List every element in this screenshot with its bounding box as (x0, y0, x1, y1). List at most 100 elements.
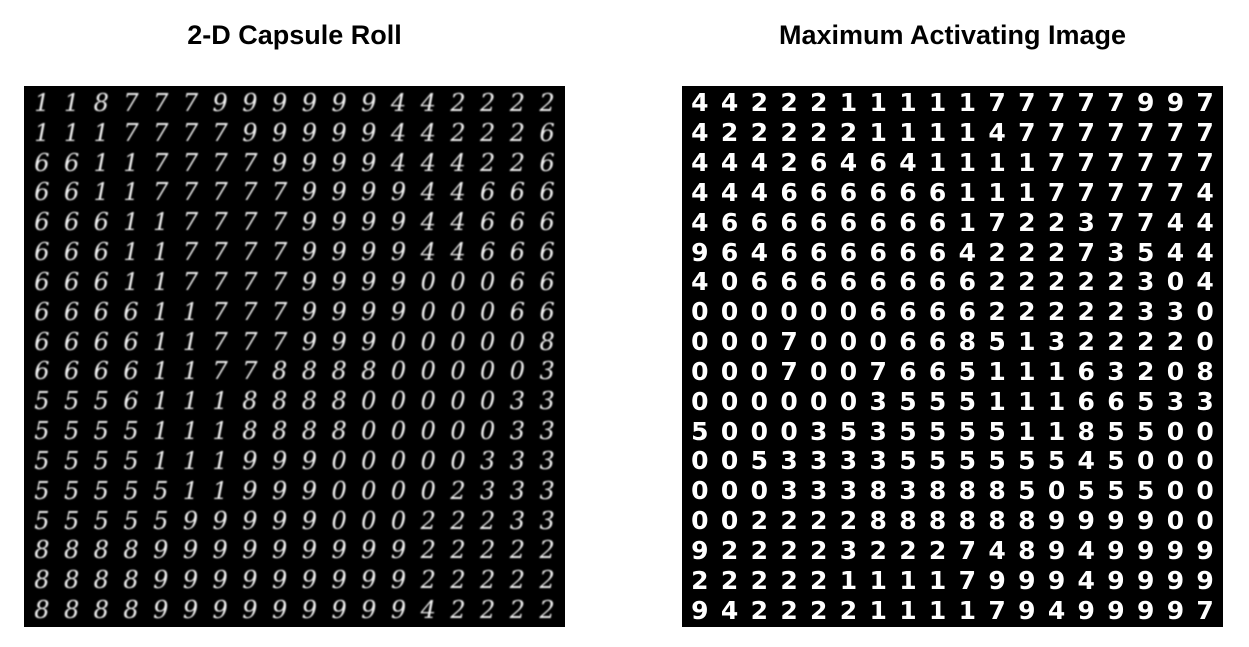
digit-cell: 5 (691, 416, 709, 446)
digit-cell: 8 (1196, 356, 1214, 386)
digit-cell: 2 (450, 118, 466, 147)
digit-cell: 1 (988, 386, 1006, 416)
digit-cell: 4 (1077, 565, 1095, 595)
digit-cell: 9 (390, 596, 407, 625)
digit-cell: 2 (839, 118, 858, 148)
digit-cell: 2 (450, 88, 466, 117)
digit-cell: 4 (1196, 267, 1214, 297)
digit-cell: 2 (1047, 297, 1066, 327)
digit-cell: 4 (1166, 207, 1185, 237)
digit-cell: 6 (93, 297, 109, 326)
digit-cell: 9 (1136, 595, 1155, 625)
digit-cell: 2 (450, 476, 466, 505)
digit-cell: 0 (450, 387, 466, 416)
digit-cell: 7 (958, 565, 977, 595)
digit-cell: 3 (1107, 356, 1125, 386)
digit-cell: 9 (301, 596, 317, 625)
digit-cell: 0 (509, 357, 526, 386)
digit-cell: 0 (780, 386, 798, 416)
digit-cell: 6 (899, 356, 917, 386)
digit-cell: 1 (212, 476, 228, 505)
digit-cell: 9 (182, 506, 199, 535)
digit-cell: 0 (720, 267, 739, 297)
digit-cell: 0 (839, 386, 858, 416)
digit-cell: 2 (899, 535, 917, 565)
digit-cell: 1 (93, 178, 109, 207)
digit-cell: 6 (899, 177, 917, 207)
digit-cell: 1 (928, 118, 947, 148)
digit-cell: 9 (301, 178, 317, 207)
digit-cell: 9 (1136, 506, 1155, 536)
digit-cell: 1 (123, 238, 139, 267)
digit-cell: 4 (420, 596, 436, 625)
digit-cell: 9 (271, 536, 288, 565)
digit-cell: 0 (1166, 416, 1185, 446)
digit-cell: 8 (34, 566, 50, 595)
digit-cell: 8 (988, 506, 1006, 536)
digit-cell: 8 (301, 357, 317, 386)
digit-cell: 2 (420, 566, 436, 595)
digit-cell: 9 (212, 596, 228, 625)
digit-cell: 4 (420, 238, 436, 267)
digit-cell: 9 (361, 297, 377, 326)
digit-cell: 6 (63, 148, 80, 177)
digit-cell: 7 (1196, 148, 1214, 178)
digit-cell: 9 (271, 596, 288, 625)
digit-cell: 5 (928, 446, 947, 476)
digit-cell: 2 (810, 535, 828, 565)
digit-cell: 6 (509, 178, 526, 207)
digit-cell: 9 (1077, 595, 1095, 625)
digit-cell: 6 (780, 237, 798, 267)
digit-cell: 9 (1018, 595, 1036, 625)
digit-cell: 6 (810, 267, 828, 297)
digit-cell: 9 (390, 208, 407, 237)
digit-cell: 2 (810, 118, 828, 148)
digit-cell: 1 (123, 267, 139, 296)
digit-cell: 0 (390, 327, 407, 356)
digit-cell: 7 (182, 118, 199, 147)
digit-cell: 3 (810, 416, 828, 446)
digit-cell: 8 (242, 387, 258, 416)
digit-cell: 2 (509, 536, 526, 565)
digit-cell: 5 (63, 446, 80, 475)
digit-cell: 7 (182, 267, 199, 296)
digit-cell: 3 (509, 387, 526, 416)
digit-cell: 1 (182, 297, 199, 326)
digit-cell: 2 (420, 536, 436, 565)
digit-cell: 7 (1166, 118, 1185, 148)
digit-cell: 1 (153, 267, 169, 296)
digit-cell: 2 (720, 535, 739, 565)
digit-cell: 9 (212, 566, 228, 595)
digit-cell: 0 (390, 446, 407, 475)
digit-cell: 1 (928, 565, 947, 595)
digit-cell: 8 (301, 387, 317, 416)
digit-cell: 0 (480, 327, 496, 356)
digit-cell: 6 (34, 208, 50, 237)
digit-cell: 2 (720, 118, 739, 148)
digit-cell: 9 (212, 506, 228, 535)
digit-cell: 8 (63, 566, 80, 595)
digit-cell: 0 (1196, 416, 1214, 446)
digit-cell: 7 (1047, 148, 1066, 178)
digit-cell: 6 (93, 327, 109, 356)
digit-cell: 7 (271, 297, 288, 326)
digit-cell: 7 (1136, 207, 1155, 237)
digit-cell: 1 (899, 88, 917, 118)
digit-cell: 9 (691, 535, 709, 565)
digit-cell: 2 (509, 148, 526, 177)
digit-cell: 9 (1077, 506, 1095, 536)
digit-cell: 7 (242, 148, 258, 177)
digit-cell: 1 (123, 148, 139, 177)
digit-cell: 4 (720, 595, 739, 625)
digit-cell: 6 (899, 207, 917, 237)
digit-cell: 0 (390, 387, 407, 416)
digit-cell: 9 (1047, 535, 1066, 565)
digit-cell: 7 (1196, 118, 1214, 148)
digit-cell: 7 (1136, 148, 1155, 178)
digit-cell: 0 (331, 476, 347, 505)
digit-cell: 6 (869, 148, 887, 178)
digit-cell: 3 (539, 446, 555, 475)
digit-cell: 8 (34, 536, 50, 565)
digit-cell: 4 (750, 148, 768, 178)
digit-cell: 0 (1166, 446, 1185, 476)
